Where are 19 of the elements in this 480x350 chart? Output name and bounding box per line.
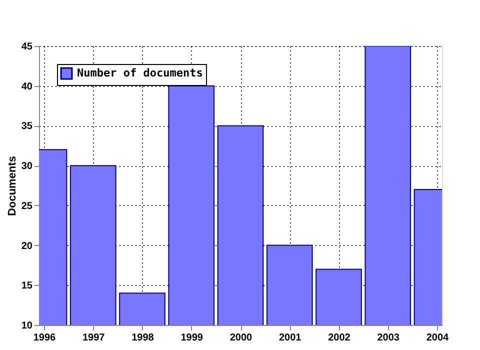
- legend-label: Number of documents: [77, 66, 203, 80]
- x-tick-label: 1999: [180, 332, 204, 344]
- y-tick-label: 10: [21, 320, 33, 332]
- y-tick-label: 25: [21, 200, 33, 212]
- y-tick-label: 30: [21, 161, 33, 172]
- y-tick-label: 35: [21, 121, 33, 132]
- x-tick-label: 1997: [82, 332, 106, 344]
- x-tick-label: 2000: [230, 332, 253, 344]
- x-tick-label: 2004: [426, 332, 450, 344]
- x-tick-label: 1996: [33, 332, 56, 344]
- y-tick-label: 45: [21, 42, 33, 52]
- y-tick-label: 15: [21, 280, 33, 292]
- x-tick-label: 2002: [328, 332, 351, 344]
- x-tick-label: 2003: [377, 332, 400, 344]
- y-tick-label: 20: [21, 240, 33, 252]
- x-tick-label: 1998: [132, 332, 154, 344]
- y-axis-title: Documents: [6, 156, 18, 216]
- x-tick-label: 2001: [279, 332, 302, 344]
- y-tick-label: 40: [21, 81, 33, 92]
